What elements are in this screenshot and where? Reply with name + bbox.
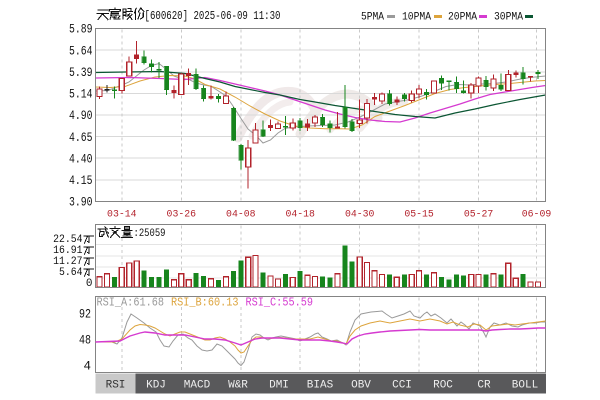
- svg-text:48: 48: [79, 334, 91, 348]
- svg-text:5.39: 5.39: [69, 65, 93, 80]
- svg-text:4: 4: [83, 360, 91, 374]
- svg-text:4.65: 4.65: [69, 130, 93, 145]
- svg-text:KDJ: KDJ: [146, 380, 166, 392]
- svg-text:11.27: 11.27: [53, 256, 82, 268]
- svg-text:5PMA: 5PMA: [361, 12, 384, 24]
- svg-text:30PMA: 30PMA: [494, 12, 523, 24]
- svg-text:03-26: 03-26: [167, 209, 197, 221]
- svg-text:5.64: 5.64: [69, 43, 93, 58]
- svg-text:ROC: ROC: [433, 380, 453, 392]
- svg-text:CCI: CCI: [392, 380, 412, 392]
- svg-text:RSI_B:60.13: RSI_B:60.13: [171, 297, 239, 310]
- svg-text:04-08: 04-08: [226, 209, 256, 221]
- svg-text:RSI_A:61.68: RSI_A:61.68: [97, 297, 165, 310]
- svg-text:0: 0: [86, 278, 93, 290]
- svg-text:RSI_C:55.59: RSI_C:55.59: [246, 297, 314, 310]
- svg-text:3.90: 3.90: [69, 195, 93, 210]
- svg-text:04-18: 04-18: [285, 209, 315, 221]
- svg-text:03-14: 03-14: [107, 209, 137, 221]
- svg-text:06-09: 06-09: [522, 209, 552, 221]
- svg-text:5.14: 5.14: [69, 87, 93, 102]
- svg-text:4.40: 4.40: [69, 151, 93, 166]
- svg-text:W&R: W&R: [228, 380, 248, 392]
- svg-text:20PMA: 20PMA: [448, 12, 477, 24]
- svg-text:16.91: 16.91: [53, 245, 83, 257]
- svg-text:10PMA: 10PMA: [402, 12, 431, 24]
- svg-text:5.89: 5.89: [69, 22, 93, 37]
- svg-text:92: 92: [79, 308, 91, 322]
- svg-text:05-15: 05-15: [404, 209, 434, 221]
- svg-text:OBV: OBV: [351, 380, 371, 392]
- svg-text:04-30: 04-30: [345, 209, 375, 221]
- svg-text:05-27: 05-27: [464, 209, 494, 221]
- svg-text:[600620] 2025-06-09 11:30: [600620] 2025-06-09 11:30: [145, 9, 281, 23]
- svg-text::25059: :25059: [134, 228, 166, 240]
- svg-text:5.64: 5.64: [59, 267, 83, 279]
- svg-text:BOLL: BOLL: [512, 380, 538, 392]
- svg-text:RSI: RSI: [106, 380, 126, 392]
- svg-text:DMI: DMI: [269, 380, 289, 392]
- svg-text:22.54: 22.54: [53, 234, 83, 246]
- svg-text:BIAS: BIAS: [307, 380, 334, 392]
- svg-text:CR: CR: [477, 380, 491, 392]
- svg-text:4.90: 4.90: [69, 108, 93, 123]
- svg-text:MACD: MACD: [184, 380, 211, 392]
- svg-text:4.15: 4.15: [69, 173, 93, 188]
